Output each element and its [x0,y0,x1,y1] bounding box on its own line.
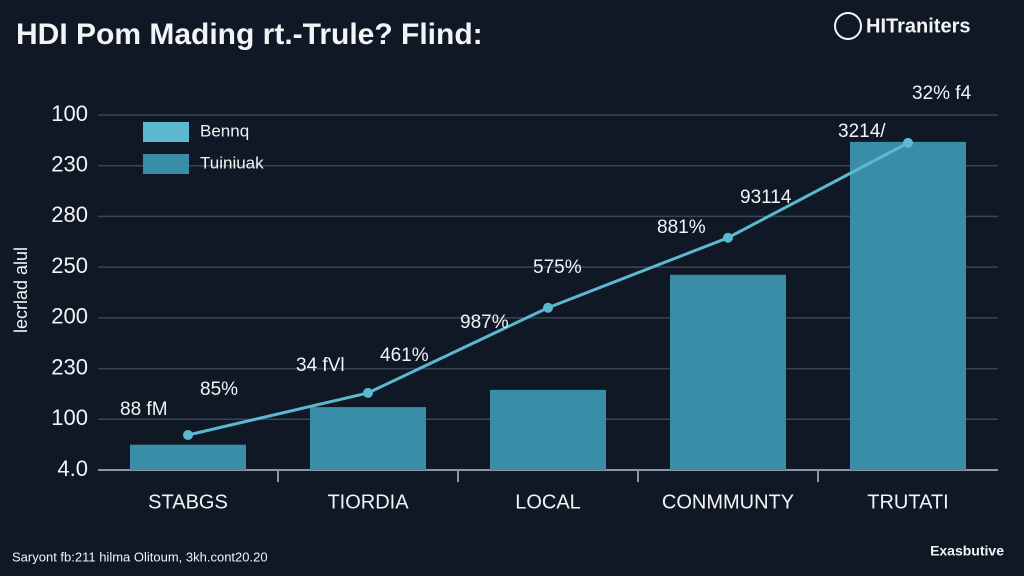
logo-icon [834,12,862,40]
annotation: 32% f4 [912,83,972,104]
bar [130,444,246,470]
chart-title: HDI Pom Mading rt.-Trule? Flind: [16,18,483,51]
annotation: 881% [657,217,706,238]
x-tick-label: STABGS [148,491,228,513]
annotation: 34 fVl [296,355,345,376]
y-tick-label: 230 [51,152,88,177]
line-marker [723,232,733,243]
line-marker [903,137,913,148]
footer-right: Exasbutive [930,543,1004,559]
bar [490,389,606,470]
y-tick-label: 100 [51,405,88,430]
footer: Saryont fb:211 hilma Olitoum, 3kh.cont20… [12,549,268,564]
annotation: 461% [380,345,429,366]
y-tick-label: 100 [51,101,88,126]
annotation: 3214/ [838,121,886,142]
legend-swatch [143,154,189,174]
y-axis-label: lecrlad alul [11,247,31,333]
x-tick-label: TIORDIA [327,491,409,513]
y-tick-label: 280 [51,202,88,227]
y-tick-label: 250 [51,253,88,278]
annotation: 987% [460,312,509,333]
x-tick-label: LOCAL [515,491,581,513]
annotation: 85% [200,379,238,400]
annotation: 88 fM [120,399,168,420]
line-marker [183,430,193,441]
logo: HITraniters [866,15,970,37]
legend-label: Bennq [200,121,249,140]
x-tick-label: TRUTATI [867,491,948,513]
line-marker [363,387,373,398]
y-tick-label: 200 [51,304,88,329]
bar [310,407,426,470]
bar [850,141,966,470]
annotation: 93114 [740,187,792,208]
annotation: 575% [533,257,582,278]
line-marker [543,302,553,313]
y-tick-label: 230 [51,354,88,379]
legend-swatch [143,122,189,142]
y-tick-label: 4.0 [57,456,88,481]
x-tick-label: CONMMUNTY [662,491,794,513]
bar [670,274,786,470]
legend-label: Tuiniuak [200,153,264,172]
